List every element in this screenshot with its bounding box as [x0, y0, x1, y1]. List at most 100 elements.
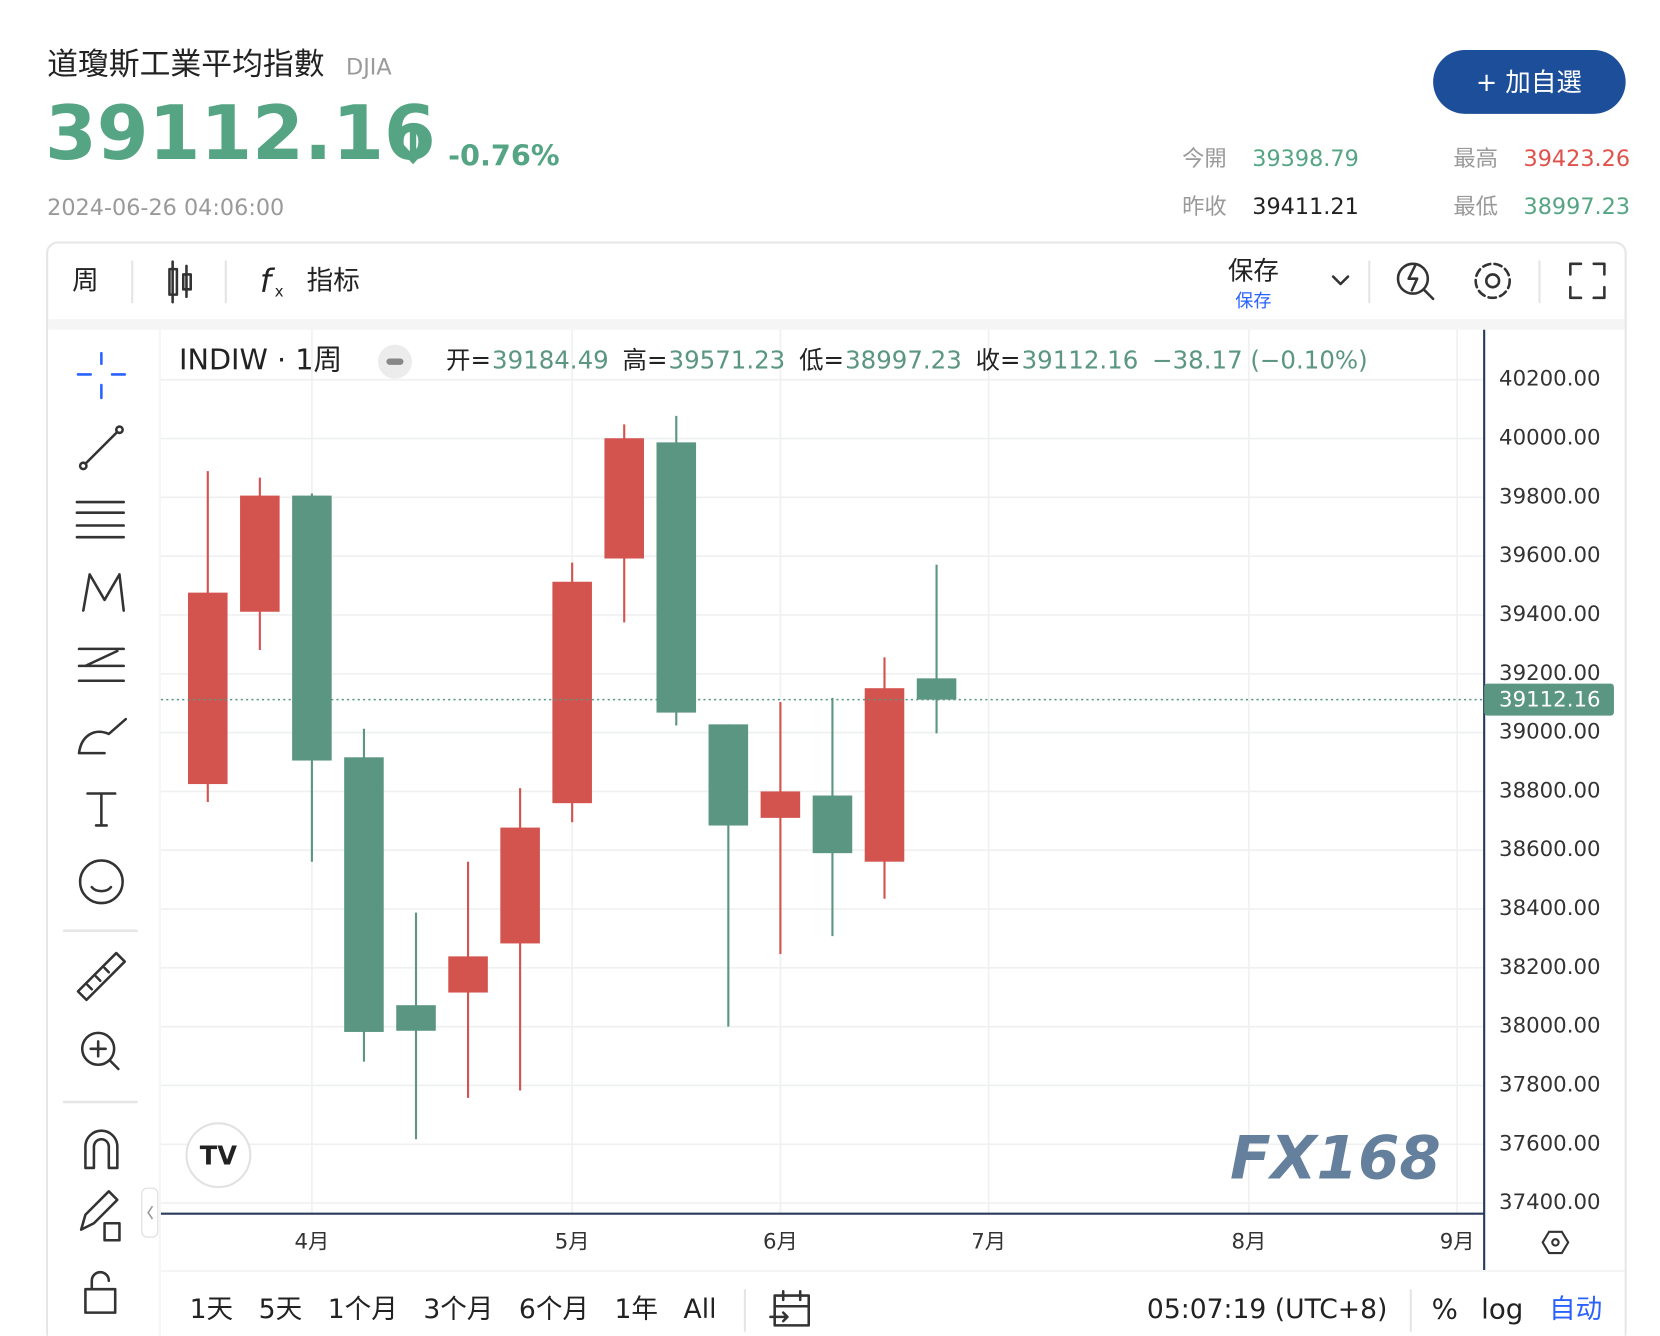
price-axis-bg — [1484, 329, 1625, 1271]
fx-icon-sub[interactable]: x — [275, 283, 284, 301]
legend-label: 收= — [976, 346, 1021, 375]
zoom-tool[interactable] — [80, 1031, 120, 1071]
x-tick-label: 6月 — [763, 1229, 798, 1254]
hlines-tool[interactable] — [75, 500, 125, 539]
stat-label: 今開 — [1182, 146, 1227, 172]
brush-tool[interactable] — [77, 717, 128, 755]
candle-body — [656, 442, 697, 713]
candle-body — [864, 688, 905, 862]
legend-value: 39571.23 — [669, 346, 786, 375]
candle-body — [292, 495, 332, 761]
timestamp: 2024-06-26 04:06:00 — [47, 195, 284, 221]
x-tick-label: 8月 — [1231, 1229, 1266, 1254]
tv-logo-text: TV — [200, 1141, 237, 1171]
range-button[interactable]: 1天 — [190, 1294, 233, 1325]
last-price-tag — [1484, 683, 1614, 716]
axis-settings-dot[interactable] — [1551, 1238, 1560, 1247]
candle — [916, 564, 957, 734]
crosshair-tool[interactable] — [76, 351, 127, 400]
legend-change: −38.17 (−0.10%) — [1152, 346, 1368, 375]
fib-tool[interactable] — [77, 647, 125, 683]
collapse-handle[interactable] — [141, 1187, 159, 1238]
lock-draw-tool[interactable] — [79, 1190, 121, 1242]
candle-body — [188, 592, 228, 785]
y-tick-label: 39600.00 — [1499, 543, 1600, 568]
index-name: 道瓊斯工業平均指數 — [47, 46, 324, 82]
candle-body — [552, 581, 592, 804]
range-button[interactable]: 1个月 — [328, 1294, 398, 1325]
last-price-label: 39112.16 — [1499, 688, 1600, 713]
candle-body — [760, 791, 801, 818]
stat-label: 昨收 — [1182, 194, 1227, 220]
tv-logo — [185, 1122, 252, 1189]
emoji-tool[interactable] — [78, 859, 124, 905]
legend-toggle-icon[interactable] — [386, 358, 404, 365]
y-tick-label: 39400.00 — [1499, 602, 1600, 627]
candle-body — [344, 757, 384, 1032]
unlock-tool[interactable] — [84, 1270, 117, 1314]
legend-label: 低= — [799, 346, 844, 375]
candle — [812, 697, 853, 937]
percent-toggle[interactable]: % — [1432, 1292, 1458, 1325]
y-tick-label: 38200.00 — [1499, 955, 1600, 980]
stat-label: 最高 — [1453, 146, 1498, 172]
y-tick-label: 37800.00 — [1499, 1072, 1600, 1097]
y-tick-label: 38600.00 — [1499, 837, 1600, 862]
candle-body — [708, 724, 749, 826]
candle-body — [604, 438, 645, 559]
indicators-button[interactable]: 指标 — [307, 265, 360, 296]
watermark: FX168 — [1230, 1125, 1441, 1194]
change: -0.76% — [448, 138, 560, 172]
candle — [188, 471, 228, 802]
save-sub[interactable]: 保存 — [1235, 291, 1271, 312]
add-watchlist-label[interactable]: + 加自選 — [1476, 68, 1582, 98]
candle-body — [396, 1005, 436, 1031]
range-buttons: 1天 5天 1个月 3个月 6个月 1年 All — [190, 1294, 717, 1325]
stat-value: 39411.21 — [1252, 194, 1359, 220]
candle — [240, 477, 280, 650]
down-arrow — [398, 131, 428, 165]
log-toggle[interactable]: log — [1481, 1292, 1523, 1325]
y-tick-label: 40000.00 — [1499, 426, 1600, 451]
x-tick-label: 7月 — [971, 1229, 1006, 1254]
range-button[interactable]: All — [684, 1294, 717, 1325]
legend-value: 38997.23 — [845, 346, 962, 375]
range-button[interactable]: 3个月 — [423, 1294, 493, 1325]
candle — [552, 562, 592, 823]
date-picker[interactable] — [769, 1290, 811, 1327]
y-tick-label: 39200.00 — [1499, 661, 1600, 686]
magnet-tool[interactable] — [84, 1129, 119, 1170]
auto-toggle[interactable]: 自动 — [1549, 1294, 1602, 1325]
save-button[interactable]: 保存 — [1228, 256, 1279, 286]
candle-body — [812, 795, 853, 854]
range-button[interactable]: 6个月 — [519, 1294, 589, 1325]
stat-value: 39423.26 — [1524, 146, 1631, 172]
candle — [448, 861, 488, 1098]
stat-value: 38997.23 — [1524, 194, 1631, 220]
x-tick-label: 5月 — [555, 1229, 590, 1254]
drawing-tools — [62, 351, 138, 1314]
pattern-tool[interactable] — [82, 573, 125, 612]
range-button[interactable]: 5天 — [259, 1294, 303, 1325]
candle — [604, 424, 645, 623]
chart-type-button[interactable] — [168, 260, 192, 304]
candle — [292, 493, 332, 862]
axis-settings[interactable] — [1541, 1230, 1570, 1255]
x-tick-label: 4月 — [294, 1229, 329, 1254]
legend-label: 高= — [623, 346, 668, 375]
y-tick-label: 38800.00 — [1499, 778, 1600, 803]
ruler-tool[interactable] — [76, 951, 127, 1002]
collapse-arrow[interactable] — [147, 1205, 154, 1220]
trend-line-tool[interactable] — [78, 425, 124, 471]
fullscreen[interactable] — [1569, 262, 1606, 300]
settings[interactable] — [1474, 262, 1511, 300]
save-dropdown[interactable] — [1331, 275, 1350, 286]
legend-values: 开= 39184.49 高= 39571.23 低= 38997.23 收= 39112.16… — [446, 346, 1368, 375]
price: 39112.16 — [45, 90, 436, 177]
add-watchlist-button[interactable] — [1433, 49, 1626, 114]
text-tool[interactable] — [86, 792, 117, 827]
quick-search[interactable] — [1396, 262, 1435, 301]
range-button[interactable]: 1年 — [615, 1294, 659, 1325]
interval-button[interactable]: 周 — [72, 265, 99, 296]
